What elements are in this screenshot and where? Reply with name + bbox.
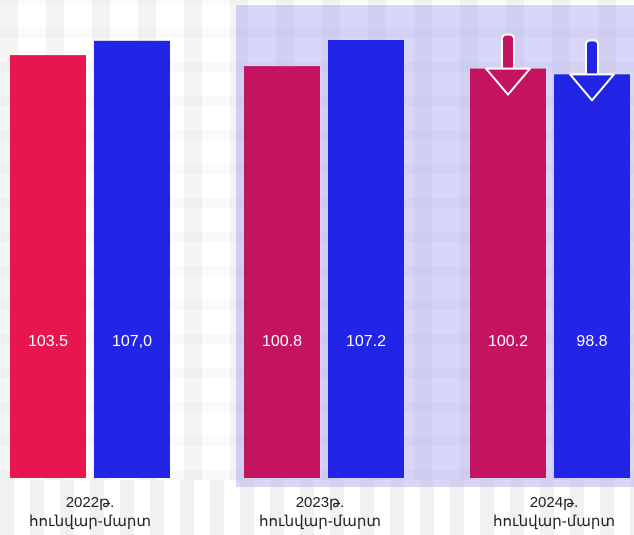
- data-label: 100.2: [488, 333, 528, 350]
- category-label: 2023թ. հունվար-մարտ: [240, 493, 400, 531]
- bar: [94, 40, 170, 478]
- bar: [244, 66, 320, 478]
- category-period: հունվար-մարտ: [259, 513, 381, 530]
- category-year: 2023թ.: [295, 494, 345, 511]
- category-label: 2024թ. հունվար-մարտ: [474, 493, 634, 531]
- category-period: հունվար-մարտ: [493, 513, 615, 530]
- bar: [554, 74, 630, 478]
- down-arrow-icon: [569, 39, 615, 102]
- arrow-head: [569, 73, 615, 102]
- data-label: 98.8: [576, 333, 607, 350]
- arrow-shaft: [585, 39, 599, 78]
- category-period: հունվար-մարտ: [29, 513, 151, 530]
- bar: [328, 40, 404, 478]
- bottom-texture: [0, 480, 634, 535]
- bar: [470, 68, 546, 479]
- bar: [10, 55, 86, 478]
- data-label: 103.5: [28, 333, 68, 350]
- data-label: 107.2: [346, 333, 386, 350]
- data-label: 100.8: [262, 333, 302, 350]
- category-label: 2022թ. հունվար-մարտ: [10, 493, 170, 531]
- down-arrow-icon: [485, 33, 531, 96]
- category-year: 2022թ.: [65, 494, 115, 511]
- data-label: 107,0: [112, 333, 152, 350]
- category-year: 2024թ.: [529, 494, 579, 511]
- arrow-head: [485, 67, 531, 96]
- arrow-shaft: [501, 33, 515, 72]
